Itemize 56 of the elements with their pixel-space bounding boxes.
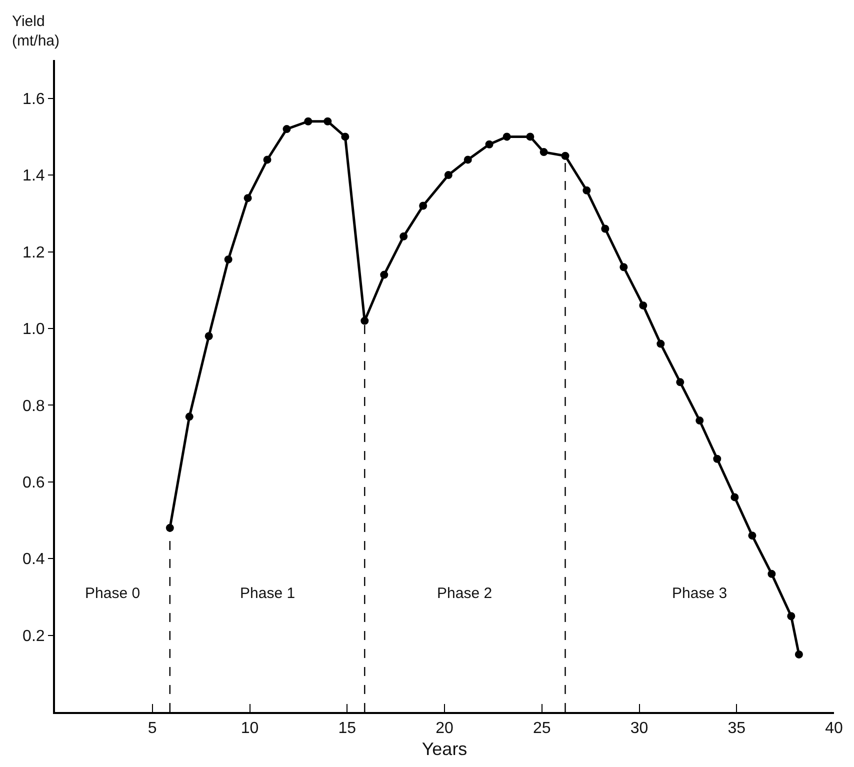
point [166,524,174,532]
point [601,224,610,233]
y-tick-label: 0.4 [22,551,45,568]
x-tick-label: 15 [338,720,356,738]
point [485,140,494,148]
point [444,171,452,180]
point [656,340,665,348]
point [526,132,534,141]
point [502,132,511,141]
x-axis-title: Years [422,738,468,759]
point [676,378,684,386]
y-tick-label: 0.2 [22,628,45,645]
point [341,132,350,141]
point [768,570,776,578]
point [794,650,803,658]
point [204,332,213,340]
point [419,202,428,210]
y-tick-label: 1.4 [22,168,45,185]
point [561,152,570,160]
y-tick-label: 1.2 [22,244,45,262]
x-tick-label: 35 [728,720,746,738]
point [263,156,272,164]
point [582,186,591,194]
x-tick-label: 10 [240,720,259,738]
point [244,194,252,202]
point [324,117,332,126]
point [696,416,704,425]
annotation: Phase 1 [240,585,296,602]
x-tick-label: 20 [436,720,454,738]
point [185,412,194,421]
point [748,532,756,540]
point [713,454,722,463]
point [224,255,232,264]
annotation: Phase 0 [85,585,140,602]
y-tick-label: 0.8 [22,398,45,415]
y-tick-label: 1.6 [22,90,45,108]
point [540,148,548,156]
point [787,612,796,620]
annotation: Phase 2 [437,585,492,602]
point [639,301,648,310]
y-tick-label: 1.0 [22,321,45,338]
y-axis-title: Yield (mt/ha) [12,13,60,50]
point [304,117,312,126]
point [380,270,388,279]
annotation: Phase 3 [672,585,728,602]
point [282,125,291,134]
point [400,232,408,240]
x-tick-label: 30 [630,720,648,738]
x-tick-label: 5 [148,720,157,738]
point [730,493,739,502]
y-tick-label: 0.6 [22,474,45,492]
x-tick-label: 40 [825,720,843,738]
point [464,156,472,164]
point [360,316,369,325]
point [620,263,628,272]
x-tick-label: 25 [532,720,551,738]
